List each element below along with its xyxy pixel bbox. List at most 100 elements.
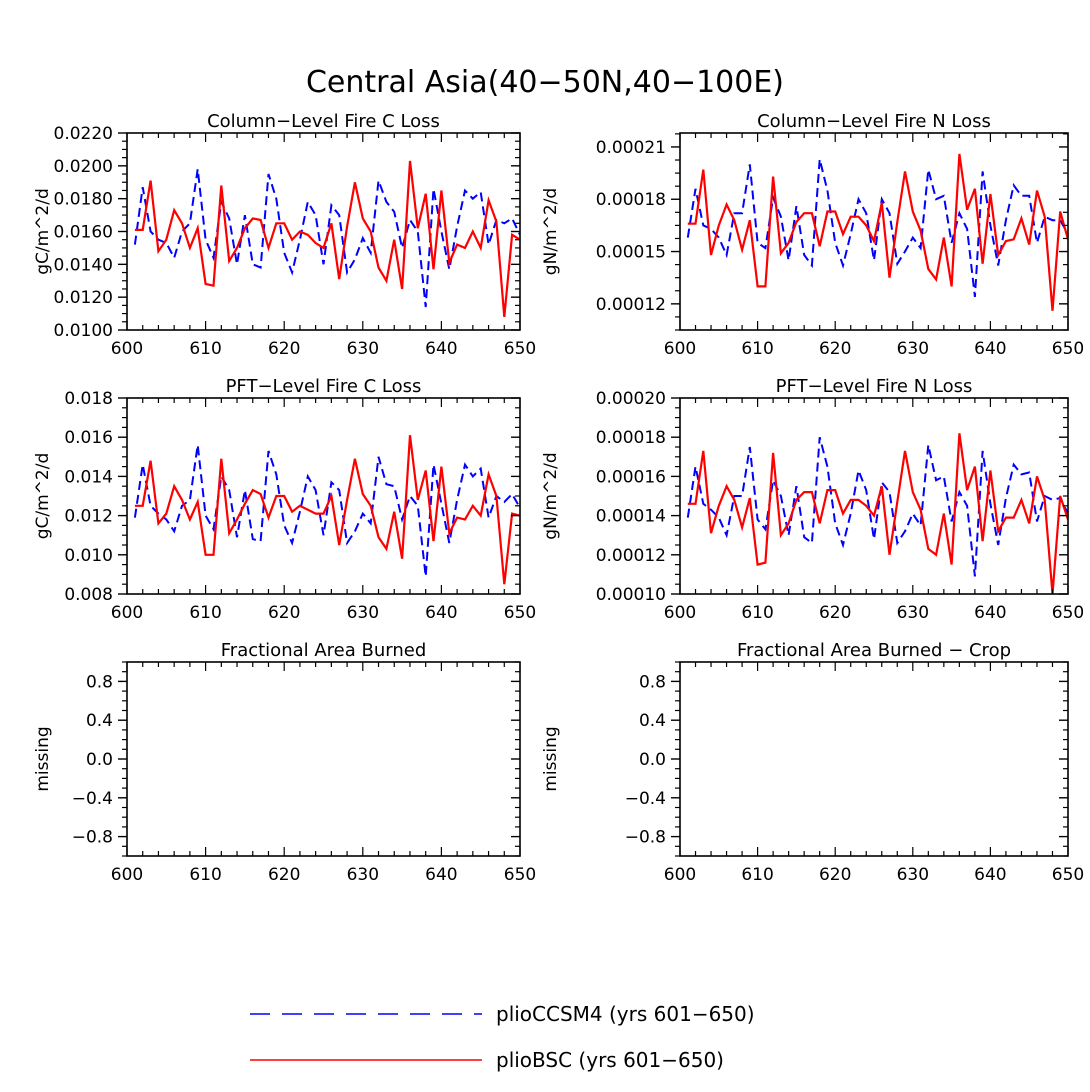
y-tick-label: 0.00021 (596, 138, 666, 158)
x-tick-label: 640 (974, 865, 1006, 885)
y-tick-label: 0.00010 (596, 585, 666, 605)
x-tick-label: 650 (1052, 603, 1084, 623)
y-tick-label: 0.00016 (596, 467, 666, 487)
panel-title: Column−Level Fire N Loss (757, 111, 991, 132)
x-tick-label: 600 (664, 339, 696, 359)
legend: plioCCSM4 (yrs 601−650) plioBSC (yrs 601… (250, 1002, 755, 1072)
x-tick-label: 650 (504, 865, 536, 885)
y-tick-label: −0.8 (625, 828, 666, 848)
x-tick-label: 600 (111, 339, 143, 359)
legend-label-ccsm4: plioCCSM4 (yrs 601−650) (496, 1002, 755, 1026)
series-line-ccsm4 (133, 444, 520, 577)
y-tick-label: 0.0140 (54, 255, 113, 275)
chart-panel-4: 600 610 620 630 640 650 0.00010 0.00012 0.00014 0… (541, 376, 1084, 623)
x-tick-label: 630 (897, 339, 929, 359)
y-tick-label: 0.018 (64, 389, 113, 409)
x-tick-label: 640 (425, 339, 457, 359)
x-tick-label: 650 (1052, 339, 1084, 359)
y-tick-label: 0.0200 (54, 157, 113, 177)
y-tick-label: 0.012 (64, 507, 113, 527)
legend-label-bsc: plioBSC (yrs 601−650) (496, 1048, 724, 1072)
x-tick-label: 610 (741, 865, 773, 885)
y-axis-label: missing (541, 726, 561, 791)
y-axis-label: missing (33, 726, 53, 791)
panels: 600 610 620 630 640 650 0.0100 0.0120 0.0140 0.01… (33, 111, 1084, 885)
y-tick-label: 0.0160 (54, 223, 113, 243)
x-tick-label: 650 (1052, 865, 1084, 885)
chart-panel-6: 600 610 620 630 640 650 −0.8 −0.4 0.0 0.4 0.8 Fract… (541, 640, 1084, 885)
y-tick-label: 0.00012 (596, 295, 666, 315)
x-tick-label: 630 (347, 865, 379, 885)
x-tick-label: 630 (897, 603, 929, 623)
y-tick-label: 0.00018 (596, 428, 666, 448)
x-tick-label: 650 (504, 603, 536, 623)
y-tick-label: 0.014 (64, 467, 113, 487)
y-tick-label: 0.010 (64, 546, 113, 566)
x-tick-label: 630 (347, 603, 379, 623)
y-tick-label: 0.8 (639, 672, 666, 692)
y-tick-label: 0.008 (64, 585, 113, 605)
plot-frame (126, 661, 521, 857)
series-line-ccsm4 (686, 158, 1068, 298)
y-tick-label: 0.0 (86, 750, 113, 770)
y-tick-label: −0.4 (625, 789, 666, 809)
y-axis-label: gC/m^2/d (33, 453, 53, 540)
y-tick-label: −0.4 (72, 789, 113, 809)
y-tick-label: 0.8 (86, 672, 113, 692)
x-tick-label: 600 (664, 865, 696, 885)
series-line-ccsm4 (686, 436, 1068, 577)
panel-title: Fractional Area Burned − Crop (737, 640, 1011, 661)
x-tick-label: 610 (189, 865, 221, 885)
x-tick-label: 610 (741, 603, 773, 623)
y-tick-label: 0.0180 (54, 190, 113, 210)
y-tick-label: 0.00020 (596, 389, 666, 409)
y-tick-label: −0.8 (72, 828, 113, 848)
series-line-bsc (134, 160, 520, 318)
y-tick-label: 0.00012 (596, 546, 666, 566)
x-tick-label: 620 (268, 339, 300, 359)
x-tick-label: 600 (111, 865, 143, 885)
panel-title: PFT−Level Fire C Loss (226, 376, 422, 397)
y-axis-label: gC/m^2/d (33, 188, 53, 275)
y-tick-label: 0.4 (86, 711, 113, 731)
x-tick-label: 630 (897, 865, 929, 885)
x-tick-label: 640 (425, 603, 457, 623)
chart-panel-1: 600 610 620 630 640 650 0.0100 0.0120 0.0140 0.01… (33, 111, 536, 359)
y-tick-label: 0.00014 (596, 507, 666, 527)
y-tick-label: 0.016 (64, 428, 113, 448)
series-line-bsc (687, 433, 1068, 594)
y-tick-label: 0.00015 (596, 243, 666, 263)
y-tick-label: 0.0120 (54, 288, 113, 308)
x-tick-label: 640 (974, 603, 1006, 623)
plot-frame (679, 132, 1069, 331)
x-tick-label: 610 (189, 339, 221, 359)
x-tick-label: 600 (111, 603, 143, 623)
plot-frame (679, 661, 1069, 857)
x-tick-label: 630 (347, 339, 379, 359)
panel-title: PFT−Level Fire N Loss (776, 376, 973, 397)
x-tick-label: 640 (425, 865, 457, 885)
x-tick-label: 620 (819, 865, 851, 885)
x-tick-label: 650 (504, 339, 536, 359)
plot-frame (126, 397, 521, 595)
panel-title: Column−Level Fire C Loss (207, 111, 440, 132)
x-tick-label: 620 (268, 865, 300, 885)
figure-title: Central Asia(40−50N,40−100E) (306, 65, 784, 100)
x-tick-label: 610 (189, 603, 221, 623)
plot-frame (126, 132, 521, 331)
chart-panel-3: 600 610 620 630 640 650 0.008 0.010 0.012 0.014 0.… (33, 376, 536, 623)
y-tick-label: 0.0 (639, 750, 666, 770)
y-tick-label: 0.0220 (54, 124, 113, 144)
x-tick-label: 620 (819, 339, 851, 359)
y-axis-label: gN/m^2/d (541, 188, 561, 275)
chart-panel-2: 600 610 620 630 640 650 0.00012 0.00015 0.00018 0… (541, 111, 1084, 359)
panel-title: Fractional Area Burned (221, 640, 427, 661)
y-tick-label: 0.00018 (596, 190, 666, 210)
x-tick-label: 640 (974, 339, 1006, 359)
x-tick-label: 600 (664, 603, 696, 623)
y-tick-label: 0.4 (639, 711, 666, 731)
chart-panel-5: 600 610 620 630 640 650 −0.8 −0.4 0.0 0.4 0.8 Fract… (33, 640, 536, 885)
series-line-bsc (134, 435, 520, 585)
y-tick-label: 0.0100 (54, 321, 113, 341)
